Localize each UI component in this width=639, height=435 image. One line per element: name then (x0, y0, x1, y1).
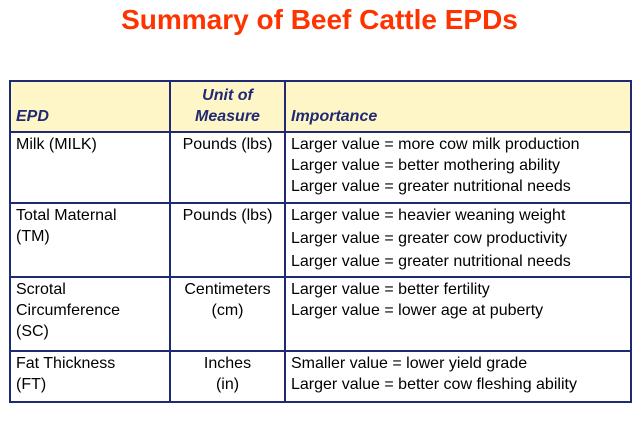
epd-abbrev-line: (FT) (16, 376, 47, 393)
epd-cell: Fat Thickness (FT) (9, 350, 171, 403)
unit-line: Pounds (lbs) (182, 136, 273, 153)
unit-line: Centimeters (184, 281, 271, 298)
unit-abbrev-line: (cm) (211, 302, 244, 319)
importance-cell: Larger value = heavier weaning weight La… (284, 202, 632, 278)
table-row: Fat Thickness (FT) Inches (in) Smaller v… (9, 350, 632, 403)
importance-line: Larger value = greater nutritional needs (291, 253, 571, 270)
unit-cell: Centimeters (cm) (169, 276, 286, 352)
unit-abbrev-line: (in) (215, 376, 240, 393)
unit-cell: Pounds (lbs) (169, 131, 286, 204)
epd-cell: Total Maternal (TM) (9, 202, 171, 278)
importance-line: Larger value = heavier weaning weight (291, 207, 566, 224)
importance-line: Larger value = greater cow productivity (291, 230, 568, 247)
epd-name-line: Fat Thickness (16, 355, 116, 372)
table-row: Scrotal Circumference (SC) Centimeters (… (9, 276, 632, 352)
importance-line: Smaller value = lower yield grade (291, 355, 528, 372)
importance-line: Larger value = better mothering ability (291, 157, 561, 174)
page-title: Summary of Beef Cattle EPDs (121, 4, 518, 35)
unit-cell: Pounds (lbs) (169, 202, 286, 278)
unit-cell: Inches (in) (169, 350, 286, 403)
importance-line: Larger value = lower age at puberty (291, 302, 544, 319)
importance-line: Larger value = better fertility (291, 281, 490, 298)
table-row: Milk (MILK) Pounds (lbs) Larger value = … (9, 131, 632, 204)
importance-cell: Larger value = better fertility Larger v… (284, 276, 632, 352)
column-header-unit-line2: Measure (195, 108, 260, 125)
table-row: Total Maternal (TM) Pounds (lbs) Larger … (9, 202, 632, 278)
column-header-unit: Unit of Measure (169, 80, 286, 133)
column-header-unit-line1: Unit of (202, 87, 253, 104)
table-header-row: EPD Unit of Measure Importance (9, 80, 632, 133)
epd-cell: Milk (MILK) (9, 131, 171, 204)
unit-line: Inches (203, 355, 252, 372)
importance-line: Larger value = better cow fleshing abili… (291, 376, 577, 393)
epd-summary-table: EPD Unit of Measure Importance Milk (MIL… (9, 80, 632, 403)
unit-line: Pounds (lbs) (182, 207, 273, 224)
epd-name-line: Total Maternal (16, 207, 117, 224)
epd-cell: Scrotal Circumference (SC) (9, 276, 171, 352)
importance-cell: Smaller value = lower yield grade Larger… (284, 350, 632, 403)
epd-name-line: Scrotal (16, 281, 66, 298)
epd-name-line: Circumference (16, 302, 121, 319)
importance-cell: Larger value = more cow milk production … (284, 131, 632, 204)
importance-line: Larger value = greater nutritional needs (291, 178, 571, 195)
epd-abbrev-line: (TM) (16, 228, 50, 245)
epd-abbrev-line: (SC) (16, 323, 49, 340)
column-header-importance: Importance (284, 80, 632, 133)
epd-name-line: Milk (MILK) (16, 136, 97, 153)
importance-line: Larger value = more cow milk production (291, 136, 580, 153)
column-header-epd: EPD (9, 80, 171, 133)
